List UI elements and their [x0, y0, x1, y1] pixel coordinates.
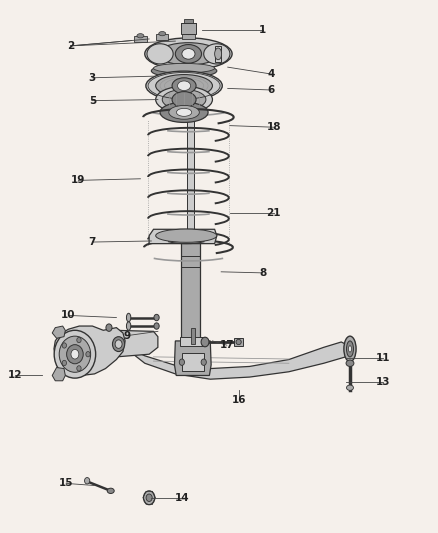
Ellipse shape — [137, 34, 144, 38]
Ellipse shape — [155, 229, 217, 243]
Ellipse shape — [175, 45, 201, 63]
Bar — [191, 328, 195, 344]
Ellipse shape — [155, 75, 212, 97]
Ellipse shape — [158, 43, 219, 65]
Bar — [156, 34, 168, 40]
Ellipse shape — [77, 366, 81, 371]
Text: 1: 1 — [259, 25, 266, 35]
Text: 15: 15 — [59, 479, 74, 488]
Ellipse shape — [154, 314, 159, 321]
Ellipse shape — [201, 337, 209, 347]
Ellipse shape — [155, 86, 212, 113]
Ellipse shape — [127, 322, 131, 330]
Ellipse shape — [172, 78, 196, 94]
Ellipse shape — [151, 64, 217, 77]
Bar — [182, 353, 204, 371]
Ellipse shape — [127, 313, 131, 322]
Text: 12: 12 — [7, 370, 22, 381]
Ellipse shape — [67, 345, 83, 364]
Ellipse shape — [54, 330, 95, 378]
Ellipse shape — [144, 491, 155, 505]
Ellipse shape — [146, 494, 152, 502]
Bar — [187, 118, 194, 245]
Text: 10: 10 — [61, 310, 76, 320]
Ellipse shape — [204, 44, 230, 64]
Ellipse shape — [154, 323, 159, 329]
Ellipse shape — [172, 92, 196, 108]
Text: 3: 3 — [89, 73, 96, 83]
Ellipse shape — [177, 81, 191, 91]
Text: 19: 19 — [71, 175, 85, 185]
Ellipse shape — [346, 385, 353, 390]
Ellipse shape — [236, 340, 241, 345]
Ellipse shape — [115, 340, 122, 349]
Text: 13: 13 — [375, 377, 390, 387]
Text: 17: 17 — [219, 340, 234, 350]
Text: 16: 16 — [231, 395, 246, 406]
Text: 7: 7 — [89, 237, 96, 247]
Ellipse shape — [147, 44, 173, 64]
Ellipse shape — [182, 49, 195, 59]
Text: 21: 21 — [266, 208, 281, 219]
Ellipse shape — [153, 63, 215, 73]
Ellipse shape — [215, 48, 222, 60]
Bar — [181, 240, 200, 346]
Polygon shape — [52, 326, 65, 338]
Ellipse shape — [77, 337, 81, 343]
Ellipse shape — [162, 90, 206, 110]
Ellipse shape — [59, 336, 91, 372]
Ellipse shape — [344, 336, 356, 362]
Text: 4: 4 — [268, 69, 275, 79]
Ellipse shape — [71, 350, 79, 359]
Text: 18: 18 — [266, 122, 281, 132]
Ellipse shape — [106, 324, 112, 332]
Ellipse shape — [179, 359, 184, 366]
Bar — [234, 338, 243, 346]
Text: 14: 14 — [175, 492, 189, 503]
Text: 2: 2 — [67, 41, 74, 51]
Ellipse shape — [346, 341, 353, 357]
Ellipse shape — [62, 360, 67, 366]
Bar — [184, 19, 193, 23]
Polygon shape — [180, 346, 201, 362]
Ellipse shape — [62, 343, 67, 348]
Ellipse shape — [86, 352, 90, 357]
Polygon shape — [54, 326, 125, 375]
Bar — [180, 337, 206, 346]
Ellipse shape — [146, 71, 222, 100]
Ellipse shape — [346, 360, 354, 367]
Ellipse shape — [169, 106, 199, 119]
Polygon shape — [52, 368, 65, 381]
Polygon shape — [118, 341, 350, 379]
Ellipse shape — [201, 359, 206, 366]
Ellipse shape — [159, 31, 166, 36]
Bar — [182, 33, 194, 39]
Text: 8: 8 — [259, 268, 266, 278]
Ellipse shape — [349, 346, 352, 352]
Ellipse shape — [160, 102, 208, 123]
Polygon shape — [149, 229, 217, 244]
Bar — [180, 23, 196, 34]
Ellipse shape — [107, 488, 114, 494]
Polygon shape — [174, 341, 211, 375]
Ellipse shape — [113, 337, 125, 352]
Ellipse shape — [177, 108, 192, 116]
Ellipse shape — [145, 38, 232, 70]
Text: 11: 11 — [375, 353, 390, 363]
Bar — [134, 36, 147, 42]
Text: 5: 5 — [89, 95, 96, 106]
Bar — [215, 46, 221, 62]
Text: 9: 9 — [124, 330, 131, 341]
Ellipse shape — [85, 478, 90, 484]
Text: 6: 6 — [268, 85, 275, 95]
Polygon shape — [108, 330, 158, 357]
Ellipse shape — [185, 30, 192, 35]
